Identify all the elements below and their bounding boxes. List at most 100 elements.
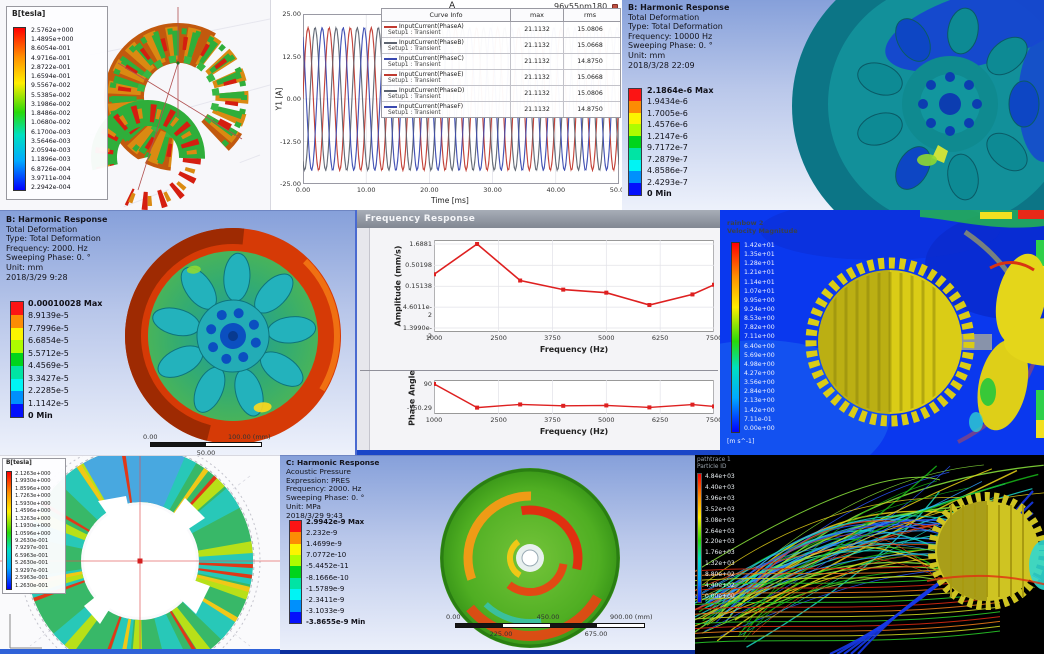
scale-value: 8.80e+02 [705, 571, 735, 579]
amplitude-x-label: Frequency (Hz) [539, 345, 609, 354]
color-band [11, 378, 23, 392]
axis-tick-label: 30.00 [483, 186, 502, 194]
color-band [290, 543, 301, 555]
legend-value: 9.5567e-002 [31, 82, 71, 90]
velocity-colorbar [731, 242, 740, 433]
scale-value: 0.00e+00 [705, 592, 735, 600]
color-band [629, 171, 641, 184]
color-band [629, 183, 641, 196]
window-title-bar[interactable]: Frequency Response [357, 210, 720, 228]
axis-tick-label: 3750 [544, 416, 561, 424]
axis-tick-label: 5000 [598, 416, 615, 424]
legend-value: 1.4895e+000 [31, 36, 74, 44]
b-field-legend-title: B[tesla] [6, 460, 32, 466]
scale-value: 3.3427e-5 [28, 373, 69, 383]
scale-value: 2.1864e-6 Max [647, 86, 714, 95]
legend-value: 1.9930e+000 [15, 478, 51, 485]
color-band [290, 600, 301, 612]
scale-value: 1.7005e-6 [647, 108, 688, 118]
legend-value: 1.8596e+000 [15, 485, 51, 492]
legend-value: 1.3263e+000 [15, 515, 51, 522]
color-band [290, 532, 301, 544]
scale-value: 1.28e+01 [744, 260, 775, 268]
scale-value: 0.00010028 Max [28, 299, 103, 308]
info-line: B: Harmonic Response [628, 3, 730, 12]
panel-maxwell-torus: B[tesla] 2.5762e+000 1.4895e+000 8.6054e-0… [0, 0, 270, 210]
info-line: C: Harmonic Response [286, 458, 380, 467]
stator-torus-model [90, 7, 270, 210]
scale-value: 4.84e+03 [705, 473, 735, 480]
cfd-scene [720, 210, 1044, 455]
curve-table-row: InputCurrent(PhaseB) Setup1 : Transient … [382, 37, 620, 53]
color-band [290, 611, 301, 623]
scale-value: 2.4293e-7 [647, 177, 688, 187]
b-field-legend-values: 2.1263e+000 1.9930e+000 1.8596e+000 1.7263e… [15, 471, 51, 590]
axis-tick-label: 0.00 [295, 186, 311, 194]
axis-tick-label: 1.3990e-2 [402, 324, 432, 340]
legend-value: 3.9297e-001 [15, 567, 49, 574]
info-line: Frequency: 2000. Hz [6, 243, 88, 253]
scale-value: 1.2147e-6 [647, 131, 688, 141]
axis-tick-label: 0.15138 [405, 282, 432, 291]
b-field-colorbar [6, 471, 12, 590]
info-line: Frequency: 10000 Hz [628, 31, 713, 41]
curve-name: InputCurrent(PhaseD) [399, 87, 465, 94]
axis-tick-label: 90 [423, 379, 432, 388]
info-line: Sweeping Phase: 0. ° [6, 253, 91, 263]
curve-table-header: Curve Info max rms [382, 9, 620, 22]
axis-tick-label: 0.50198 [405, 261, 432, 270]
info-line: Unit: mm [6, 262, 44, 272]
scale-value: 1.9434e-6 [647, 97, 688, 107]
color-band [290, 521, 301, 533]
color-band [629, 89, 641, 101]
scale-value: 1.35e+01 [744, 251, 775, 259]
curve-table-row: InputCurrent(PhaseE) Setup1 : Transient … [382, 69, 620, 85]
scale-value: 3.52e+03 [705, 505, 735, 513]
panel-harmonic-2000hz: B: Harmonic Response Total Deformation Typ… [0, 210, 355, 455]
window-bottom-edge [357, 450, 720, 455]
legend-value: 1.2630e-001 [15, 582, 49, 589]
ruler-label-50: 50.00 [196, 449, 216, 455]
curve-rms: 15.0668 [563, 38, 616, 53]
ruler-label-900: 900.00 (mm) [610, 613, 653, 621]
curve-max: 21.1132 [510, 54, 563, 69]
legend-value: 4.9716e-001 [31, 54, 71, 62]
curve-info-table: Curve Info max rms InputCurrent(PhaseA) … [381, 8, 621, 118]
curve-table-row: InputCurrent(PhaseF) Setup1 : Transient … [382, 101, 620, 117]
info-line: 2018/3/29 9:28 [6, 272, 68, 282]
panel-harmonic-10000hz: B: Harmonic Response Total Deformation Typ… [622, 0, 1044, 210]
scale-value: -3.8655e-9 Min [306, 617, 366, 626]
scale-value: 4.27e+00 [744, 369, 775, 377]
info-line: Expression: PRES [286, 475, 350, 485]
axis-tick-label: 2500 [490, 334, 507, 342]
legend-value: 5.5385e-002 [31, 91, 71, 99]
legend-value: 1.0596e+000 [15, 530, 51, 537]
phase-plot [434, 380, 714, 414]
info-line: Sweeping Phase: 0. ° [286, 493, 365, 503]
legend-value: 1.4596e+000 [15, 508, 51, 515]
curve-swatch [384, 41, 397, 44]
scale-value: 8.53e+00 [744, 315, 775, 323]
b-field-colorbar [13, 27, 26, 191]
scale-value: 4.4569e-5 [28, 361, 69, 371]
window-bottom-edge [0, 649, 280, 654]
scale-value: 2.13e+00 [744, 397, 775, 405]
curve-rms: 15.0806 [563, 22, 616, 37]
info-line: Acoustic Pressure [286, 466, 351, 476]
scale-value: 2.64e+03 [705, 527, 735, 535]
scale-value: 7.11e-01 [744, 415, 772, 423]
scale-value: 1.32e+03 [705, 560, 735, 568]
legend-value: 1.6594e-001 [31, 73, 71, 81]
legend-value: 7.9297e-001 [15, 545, 49, 552]
curve-max: 21.1132 [510, 102, 563, 117]
axis-tick-label: 1.6881 [409, 240, 432, 248]
panel-maxwell-rotor: B[tesla] 2.1263e+000 1.9930e+000 1.8596e+0… [0, 455, 280, 654]
col-rms: rms [563, 9, 616, 21]
particle-scale-labels: 4.84e+03 4.40e+03 3.96e+03 3.52e+03 3.08e+03… [705, 472, 735, 603]
result-info-block: B: Harmonic Response Total Deformation Typ… [628, 3, 788, 70]
color-band [11, 340, 23, 354]
color-band [629, 112, 641, 125]
legend-value: 5.2630e-001 [15, 560, 49, 567]
pressure-colorbar [289, 520, 302, 624]
